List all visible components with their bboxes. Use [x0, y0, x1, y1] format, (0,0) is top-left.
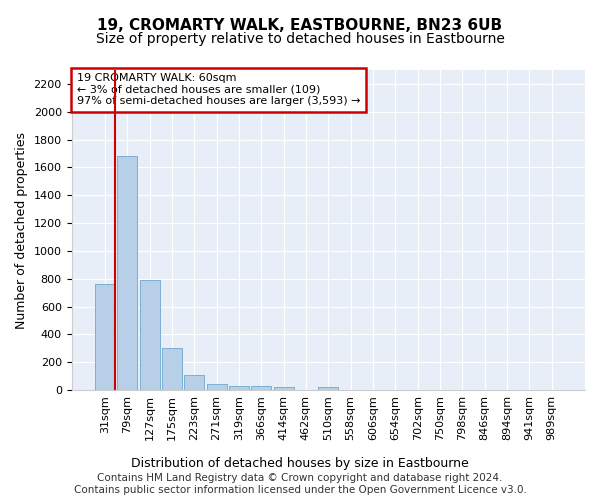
- Bar: [274, 387, 293, 390]
- Bar: [206, 384, 227, 390]
- Bar: [162, 348, 182, 390]
- Text: 19, CROMARTY WALK, EASTBOURNE, BN23 6UB: 19, CROMARTY WALK, EASTBOURNE, BN23 6UB: [97, 18, 503, 32]
- Y-axis label: Number of detached properties: Number of detached properties: [15, 132, 28, 328]
- Bar: [229, 386, 249, 390]
- Text: Size of property relative to detached houses in Eastbourne: Size of property relative to detached ho…: [95, 32, 505, 46]
- Bar: [117, 156, 137, 390]
- Text: 19 CROMARTY WALK: 60sqm
← 3% of detached houses are smaller (109)
97% of semi-de: 19 CROMARTY WALK: 60sqm ← 3% of detached…: [77, 73, 360, 106]
- Text: Contains HM Land Registry data © Crown copyright and database right 2024.
Contai: Contains HM Land Registry data © Crown c…: [74, 474, 526, 495]
- Bar: [184, 374, 205, 390]
- Bar: [318, 387, 338, 390]
- Bar: [95, 284, 115, 390]
- Bar: [140, 280, 160, 390]
- Bar: [251, 386, 271, 390]
- Text: Distribution of detached houses by size in Eastbourne: Distribution of detached houses by size …: [131, 458, 469, 470]
